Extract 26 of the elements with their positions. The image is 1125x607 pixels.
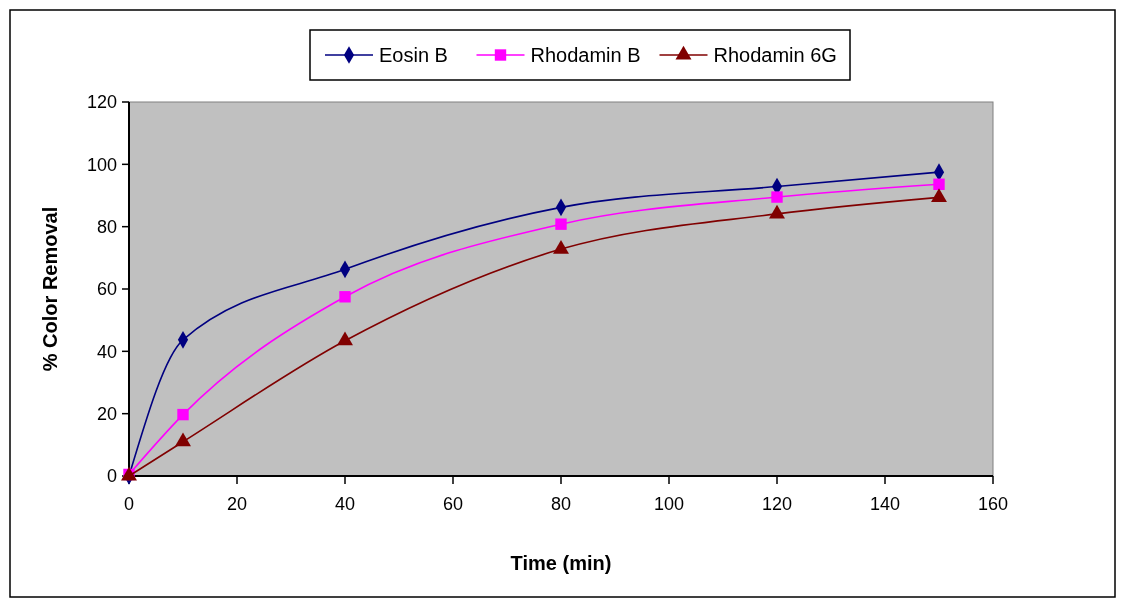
x-tick-label: 120	[761, 494, 793, 514]
point	[933, 178, 945, 190]
y-axis-title: % Color Removal	[39, 206, 61, 372]
point	[555, 218, 567, 230]
x-tick-label: 60	[442, 494, 464, 514]
x-tick-label: 0	[123, 494, 135, 514]
y-tick-label: 120	[86, 92, 117, 113]
x-tick-label: 160	[977, 494, 1009, 514]
y-tick-label: 100	[86, 154, 117, 175]
legend-label: Rhodamin B	[530, 44, 641, 66]
legend-label: Rhodamin 6G	[713, 44, 837, 66]
x-tick-label: 100	[653, 494, 685, 514]
y-tick-label: 80	[96, 216, 117, 237]
x-tick-label: 40	[334, 494, 356, 514]
x-tick-label: 80	[550, 494, 572, 514]
legend-label: Eosin B	[379, 44, 448, 66]
y-tick-label: 60	[96, 279, 117, 300]
point	[339, 291, 351, 303]
y-tick-label: 0	[106, 466, 117, 487]
y-tick-label: 40	[96, 341, 117, 362]
point	[177, 408, 189, 421]
x-axis-title: Time (min)	[510, 552, 612, 574]
point	[771, 191, 783, 203]
x-tick-label: 20	[226, 494, 248, 514]
y-tick-label: 20	[96, 403, 117, 424]
x-tick-label: 140	[869, 494, 901, 514]
